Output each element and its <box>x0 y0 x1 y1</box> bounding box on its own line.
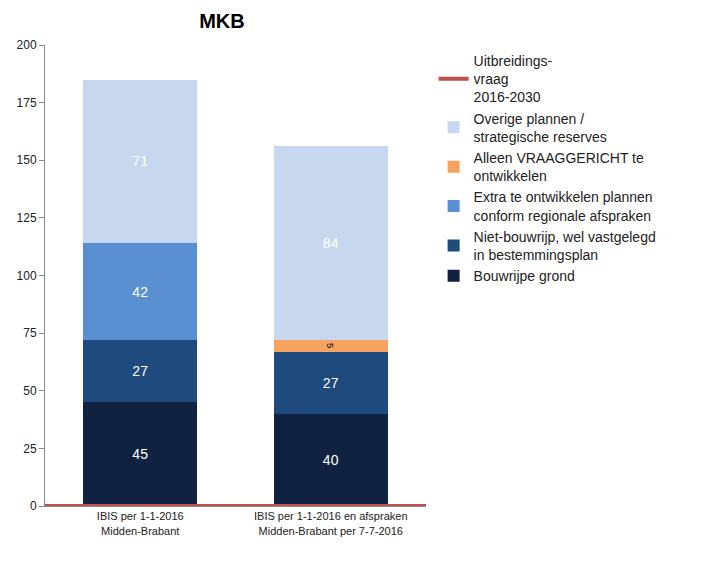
svg-text:Uitbreidings-vraag2016-2030: Uitbreidings-vraag2016-2030 <box>474 53 553 105</box>
svg-text:Extra te ontwikkelen plannenco: Extra te ontwikkelen plannenconform regi… <box>474 189 653 223</box>
svg-text:45: 45 <box>132 446 148 462</box>
svg-text:0: 0 <box>30 499 37 513</box>
svg-text:100: 100 <box>17 269 37 283</box>
svg-text:84: 84 <box>323 235 339 251</box>
svg-text:5: 5 <box>325 343 336 348</box>
svg-text:Bouwrijpe grond: Bouwrijpe grond <box>474 268 575 284</box>
svg-text:Alleen VRAAGGERICHT teontwikke: Alleen VRAAGGERICHT teontwikkelen <box>474 150 644 184</box>
svg-text:Overige plannen /strategische: Overige plannen /strategische reserves <box>474 111 607 145</box>
svg-text:IBIS per 1-1-2016Midden-Braban: IBIS per 1-1-2016Midden-Brabant <box>97 510 184 536</box>
svg-text:IBIS per 1-1-2016 en afspraken: IBIS per 1-1-2016 en afsprakenMidden-Bra… <box>254 510 407 536</box>
svg-text:150: 150 <box>17 153 37 167</box>
svg-text:MKB: MKB <box>199 10 245 32</box>
svg-text:71: 71 <box>132 153 148 169</box>
svg-text:125: 125 <box>17 211 37 225</box>
svg-text:25: 25 <box>23 442 37 456</box>
svg-text:27: 27 <box>323 375 339 391</box>
svg-text:40: 40 <box>323 452 339 468</box>
svg-text:50: 50 <box>23 384 37 398</box>
svg-text:200: 200 <box>17 38 37 52</box>
svg-text:27: 27 <box>132 363 148 379</box>
svg-text:75: 75 <box>23 326 37 340</box>
svg-text:175: 175 <box>17 96 37 110</box>
svg-text:Niet-bouwrijp, wel vastgelegdi: Niet-bouwrijp, wel vastgelegdin bestemmi… <box>474 229 656 263</box>
svg-text:42: 42 <box>132 284 148 300</box>
